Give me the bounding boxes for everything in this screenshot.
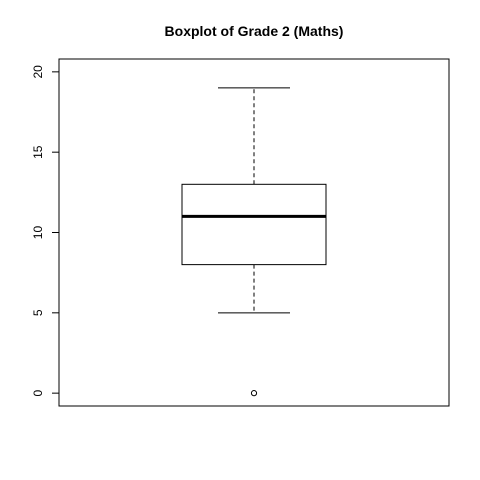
outlier-point bbox=[250, 390, 258, 397]
y-tick-label: 10 bbox=[31, 226, 45, 240]
y-axis: 0 5 10 15 20 bbox=[31, 65, 60, 396]
y-tick-label: 15 bbox=[31, 145, 45, 159]
chart-title: Boxplot of Grade 2 (Maths) bbox=[165, 23, 344, 39]
iqr-box bbox=[181, 183, 327, 266]
box-group bbox=[181, 87, 327, 397]
y-tick-label: 0 bbox=[31, 389, 45, 396]
y-tick-label: 5 bbox=[31, 309, 45, 316]
y-tick-label: 20 bbox=[31, 65, 45, 79]
